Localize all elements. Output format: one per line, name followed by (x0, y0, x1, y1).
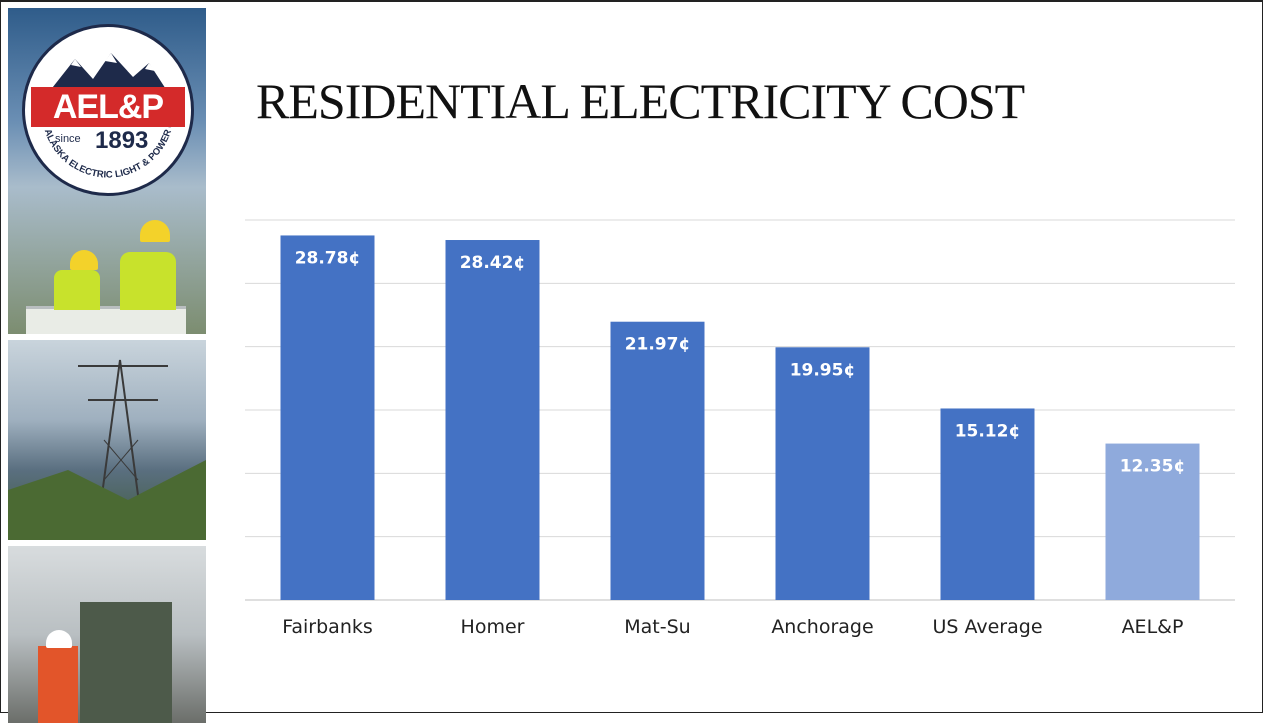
hard-hat-3 (46, 630, 72, 648)
hard-hat-2 (140, 220, 170, 242)
slide-title: RESIDENTIAL ELECTRICITY COST (256, 73, 1025, 129)
x-tick-label: AEL&P (1122, 616, 1184, 638)
transformer-box (80, 602, 172, 723)
logo-year: 1893 (95, 127, 149, 154)
data-label: 28.42¢ (460, 253, 526, 273)
logo-since: since (55, 133, 81, 145)
chart-svg: 28.78¢ Fairbanks 28.42¢ Homer 21.97¢ Mat-Su 19… (245, 219, 1235, 638)
x-tick-label: Mat-Su (624, 616, 690, 638)
worker-2 (120, 252, 176, 310)
bar (775, 347, 870, 600)
mountains-icon (45, 53, 171, 97)
ael-p-logo: ALASKA ELECTRIC LIGHT & POWER CO. AEL&P … (22, 24, 194, 196)
bar (445, 240, 540, 600)
bar (1105, 443, 1200, 600)
bucket-truck-basket (26, 306, 186, 334)
worker-3 (38, 646, 78, 723)
transformer-photo (8, 546, 206, 723)
x-tick-label: Anchorage (771, 616, 873, 638)
data-label: 12.35¢ (1120, 457, 1186, 477)
bar (610, 321, 705, 600)
logo-name: AEL&P (31, 87, 185, 127)
x-tick-label: Homer (461, 616, 525, 638)
bar-chart: 28.78¢ Fairbanks 28.42¢ Homer 21.97¢ Mat-Su 19… (245, 205, 1240, 655)
data-label: 19.95¢ (790, 360, 856, 380)
bar (280, 235, 375, 600)
transmission-tower-photo (8, 340, 206, 540)
bar (940, 408, 1035, 600)
data-label: 21.97¢ (625, 335, 691, 355)
hard-hat-1 (70, 250, 98, 270)
tower-icon (8, 359, 206, 540)
data-label: 28.78¢ (295, 248, 361, 268)
worker-1 (54, 270, 100, 310)
photo-strip: ALASKA ELECTRIC LIGHT & POWER CO. AEL&P … (8, 8, 206, 723)
x-tick-label: US Average (932, 616, 1042, 638)
data-label: 15.12¢ (955, 421, 1021, 441)
x-tick-label: Fairbanks (282, 616, 373, 638)
